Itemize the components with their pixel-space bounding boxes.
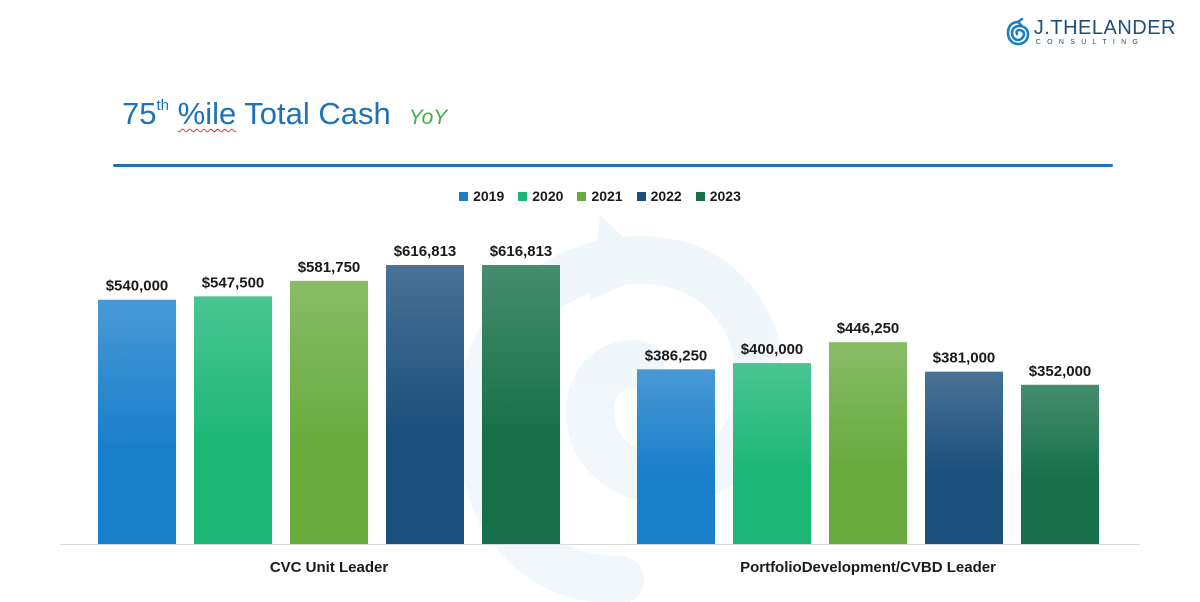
legend-label: 2021 [591,188,623,204]
page-title: 75th %ile Total Cash YoY [122,96,447,132]
category-label-2: PortfolioDevelopment/CVBD Leader [740,559,996,576]
swirl-logo-icon [1006,18,1030,46]
data-label-2022-2: $381,000 [933,350,996,367]
legend-swatch [695,191,705,201]
legend-label: 2019 [473,188,505,204]
bar-2023-2 [1021,384,1099,544]
bar-2022-2 [925,371,1003,544]
data-label-2019-2: $386,250 [645,347,708,364]
legend-swatch [459,191,469,201]
title-text: 75th %ile Total Cash [122,96,391,132]
data-label-2020-2: $400,000 [741,341,804,358]
bar-2021-1 [290,280,368,544]
labels-layer: $540,000 $547,500 $581,750 $616,813 $616,813… [106,243,1092,576]
bar-2019-1 [98,299,176,544]
legend-label: 2022 [650,188,682,204]
legend-item-2020: 2020 [518,188,563,204]
data-label-2019-1: $540,000 [106,278,169,295]
bar-2022-1 [386,265,464,544]
legend-item-2021: 2021 [577,188,623,204]
title-percentile: %ile [177,96,237,131]
bar-2020-2 [733,363,811,544]
legend-label: 2020 [532,188,564,204]
logo-subtitle: CONSULTING [1035,39,1145,46]
logo-name: J.THELANDER [1033,17,1176,39]
bar-2019-2 [637,369,715,544]
data-label-2021-1: $581,750 [298,259,361,276]
bar-2021-2 [829,342,907,544]
watermark-swirl [455,215,785,602]
legend-swatch [636,191,646,201]
bar-2020-1 [194,296,272,544]
legend-swatch [518,191,528,201]
legend-item-2023: 2023 [695,188,741,204]
bars-layer [98,265,1099,544]
title-rest: Total Cash [244,96,391,131]
legend-item-2022: 2022 [636,188,682,204]
chart-legend: 2019 2020 2021 2022 2023 [0,188,1200,204]
title-divider [113,164,1113,167]
legend-swatch [577,191,587,201]
legend-item-2019: 2019 [459,188,504,204]
category-label-1: CVC Unit Leader [270,559,389,576]
title-sup: th [156,97,169,114]
title-subtitle: YoY [408,106,448,129]
company-logo: J.THELANDER CONSULTING [1006,18,1176,46]
data-label-2023-1: $616,813 [490,243,553,260]
data-label-2021-2: $446,250 [837,320,900,337]
legend-label: 2023 [709,188,741,204]
data-label-2022-1: $616,813 [394,243,457,260]
data-label-2020-1: $547,500 [202,274,265,291]
data-label-2023-2: $352,000 [1029,363,1092,380]
bar-2023-1 [482,265,560,544]
title-prefix: 75 [122,96,157,131]
